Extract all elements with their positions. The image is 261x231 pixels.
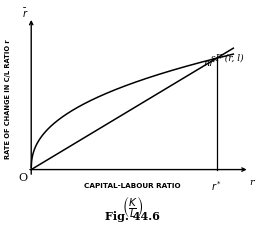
Text: Fig. 44.6: Fig. 44.6 [105, 210, 160, 221]
Text: sF (r, l): sF (r, l) [211, 53, 244, 62]
Text: O: O [19, 172, 28, 182]
Text: RATE OF CHANGE IN C/L RATIO r: RATE OF CHANGE IN C/L RATIO r [5, 40, 11, 159]
Text: r: r [249, 177, 254, 186]
Text: nr: nr [203, 59, 214, 68]
Text: CAPITAL-LABOUR RATIO: CAPITAL-LABOUR RATIO [84, 182, 181, 188]
Text: $r^*$: $r^*$ [211, 178, 222, 192]
Text: $\left(\dfrac{K}{L}\right)$: $\left(\dfrac{K}{L}\right)$ [122, 193, 143, 219]
Text: $\bar{r}$: $\bar{r}$ [22, 6, 28, 19]
